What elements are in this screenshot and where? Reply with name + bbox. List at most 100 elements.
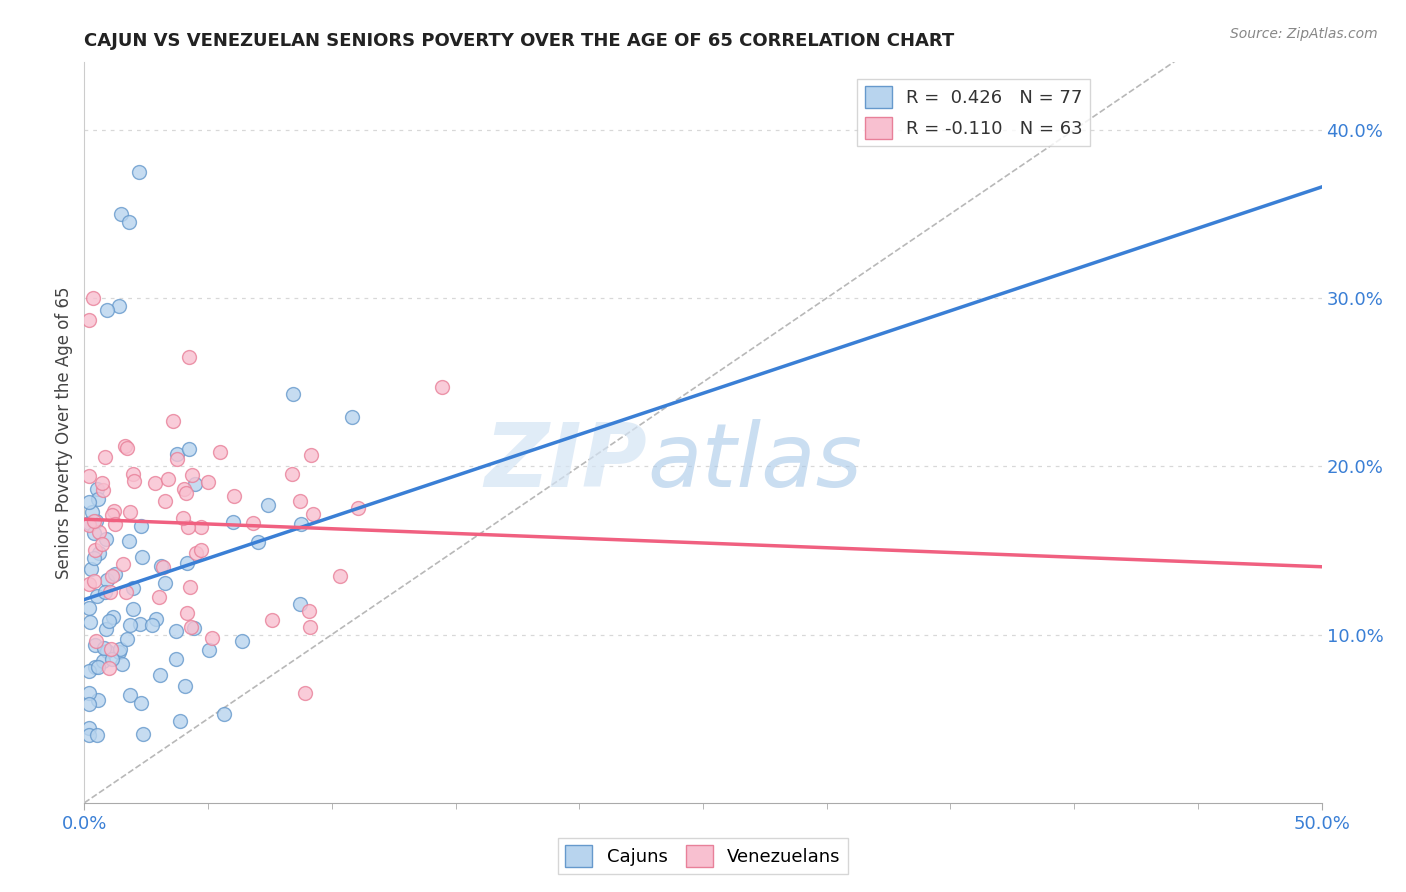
- Point: [299, 448, 322, 462]
- Point: [83, 660, 105, 674]
- Point: [128, 617, 150, 632]
- Text: atlas: atlas: [647, 419, 862, 505]
- Point: [190, 543, 212, 558]
- Point: [129, 519, 152, 533]
- Point: [222, 515, 245, 529]
- Point: [298, 605, 321, 619]
- Point: [298, 620, 321, 634]
- Point: [79, 615, 101, 629]
- Point: [79, 312, 101, 326]
- Point: [177, 520, 200, 534]
- Point: [197, 475, 219, 489]
- Point: [294, 686, 316, 700]
- Point: [346, 500, 368, 515]
- Point: [156, 472, 179, 486]
- Point: [131, 549, 153, 564]
- Point: [121, 602, 143, 616]
- Point: [108, 645, 131, 659]
- Point: [87, 491, 110, 506]
- Point: [108, 300, 131, 314]
- Point: [79, 665, 101, 679]
- Point: [173, 483, 195, 497]
- Point: [83, 574, 105, 588]
- Point: [183, 621, 205, 635]
- Point: [115, 442, 138, 456]
- Point: [84, 633, 107, 648]
- Point: [246, 534, 269, 549]
- Point: [79, 469, 101, 483]
- Point: [83, 551, 105, 566]
- Point: [260, 613, 283, 627]
- Point: [86, 590, 108, 604]
- Point: [104, 566, 127, 581]
- Point: [104, 516, 127, 531]
- Point: [181, 468, 204, 483]
- Point: [91, 483, 114, 497]
- Point: [79, 601, 101, 615]
- Point: [96, 573, 118, 587]
- Point: [100, 508, 122, 523]
- Point: [79, 686, 101, 700]
- Point: [114, 439, 136, 453]
- Point: [141, 617, 163, 632]
- Point: [98, 584, 121, 599]
- Point: [89, 546, 111, 560]
- Point: [96, 303, 118, 318]
- Legend: R =  0.426   N = 77, R = -0.110   N = 63: R = 0.426 N = 77, R = -0.110 N = 63: [858, 78, 1090, 146]
- Point: [110, 207, 132, 221]
- Point: [152, 560, 174, 574]
- Point: [257, 499, 280, 513]
- Point: [94, 622, 117, 636]
- Point: [90, 476, 112, 491]
- Point: [165, 652, 187, 666]
- Point: [90, 537, 112, 551]
- Point: [184, 477, 207, 491]
- Point: [329, 569, 352, 583]
- Point: [91, 654, 114, 668]
- Text: Source: ZipAtlas.com: Source: ZipAtlas.com: [1230, 27, 1378, 41]
- Point: [180, 620, 202, 634]
- Point: [153, 494, 176, 508]
- Point: [290, 516, 312, 531]
- Point: [112, 557, 135, 571]
- Point: [94, 450, 117, 464]
- Point: [87, 660, 110, 674]
- Point: [87, 693, 110, 707]
- Point: [79, 517, 101, 532]
- Point: [121, 467, 143, 482]
- Point: [430, 380, 453, 394]
- Point: [79, 697, 101, 711]
- Text: CAJUN VS VENEZUELAN SENIORS POVERTY OVER THE AGE OF 65 CORRELATION CHART: CAJUN VS VENEZUELAN SENIORS POVERTY OVER…: [84, 32, 955, 50]
- Point: [101, 569, 124, 583]
- Point: [281, 467, 304, 482]
- Point: [153, 576, 176, 591]
- Point: [114, 585, 136, 599]
- Point: [177, 350, 200, 364]
- Point: [118, 534, 141, 549]
- Point: [115, 632, 138, 646]
- Point: [86, 729, 108, 743]
- Point: [79, 729, 101, 743]
- Point: [128, 165, 150, 179]
- Point: [197, 643, 219, 657]
- Y-axis label: Seniors Poverty Over the Age of 65: Seniors Poverty Over the Age of 65: [55, 286, 73, 579]
- Point: [103, 504, 125, 518]
- Point: [82, 505, 104, 519]
- Point: [83, 638, 105, 652]
- Point: [86, 483, 108, 497]
- Point: [281, 387, 304, 401]
- Point: [148, 590, 170, 604]
- Point: [149, 558, 172, 573]
- Point: [209, 445, 232, 459]
- Point: [100, 651, 122, 665]
- Point: [224, 490, 246, 504]
- Point: [80, 562, 103, 576]
- Point: [166, 452, 188, 467]
- Point: [231, 633, 253, 648]
- Point: [169, 714, 191, 728]
- Point: [84, 542, 107, 557]
- Point: [290, 493, 312, 508]
- Point: [212, 706, 235, 721]
- Point: [122, 581, 145, 595]
- Point: [94, 533, 117, 547]
